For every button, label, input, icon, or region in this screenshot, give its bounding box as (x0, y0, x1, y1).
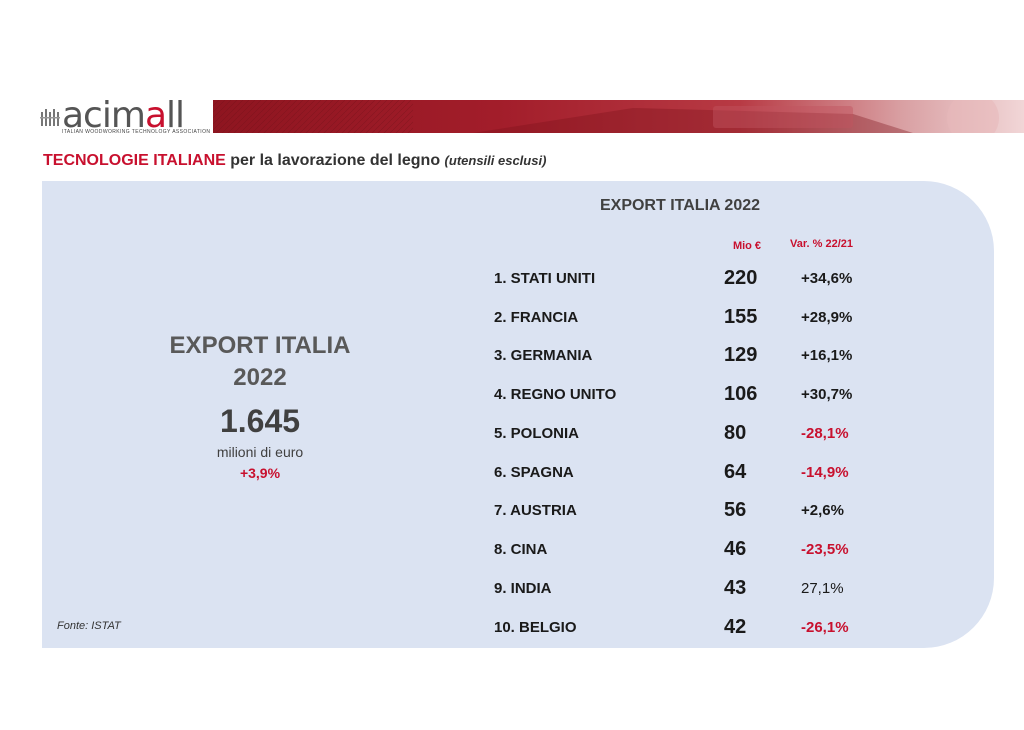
table-row: 5. POLONIA 80 -28,1% (494, 422, 914, 446)
row-change: 27,1% (801, 580, 844, 597)
table-row: 6. SPAGNA 64 -14,9% (494, 461, 914, 485)
header-banner-image (213, 100, 1024, 133)
row-change: +30,7% (801, 386, 853, 403)
table-row: 2. FRANCIA 155 +28,9% (494, 306, 914, 330)
column-header-value: Mio € (732, 240, 762, 252)
row-value: 80 (724, 422, 747, 444)
table-row: 9. INDIA 43 27,1% (494, 577, 914, 601)
row-value: 56 (724, 499, 747, 521)
logo-wordmark: acimall (62, 95, 185, 136)
logo-mark-icon (40, 109, 60, 126)
row-value: 42 (724, 616, 747, 638)
row-change: +2,6% (801, 502, 844, 519)
row-change: -26,1% (801, 619, 849, 636)
row-value: 43 (724, 577, 747, 599)
table-row: 7. AUSTRIA 56 +2,6% (494, 499, 914, 523)
row-country: 4. REGNO UNITO (494, 386, 617, 403)
summary-title-line2: 2022 (233, 364, 287, 391)
row-value: 220 (724, 267, 758, 289)
summary-total-value: 1.645 (219, 403, 301, 439)
table-title: EXPORT ITALIA 2022 (599, 197, 761, 214)
table-row: 1. STATI UNITI 220 +34,6% (494, 267, 914, 291)
row-value: 64 (724, 461, 747, 483)
row-change: -14,9% (801, 464, 849, 481)
row-country: 3. GERMANIA (494, 347, 593, 364)
row-country: 2. FRANCIA (494, 309, 579, 326)
logo-tagline: ITALIAN WOODWORKING TECHNOLOGY ASSOCIATI… (62, 129, 211, 135)
row-change: +28,9% (801, 309, 853, 326)
table-row: 10. BELGIO 42 -26,1% (494, 616, 914, 640)
row-value: 106 (724, 383, 758, 405)
summary-growth: +3,9% (239, 465, 281, 481)
row-country: 1. STATI UNITI (494, 270, 596, 287)
summary-title-line1: EXPORT ITALIA (169, 332, 351, 359)
row-country: 8. CINA (494, 541, 548, 558)
column-header-change: Var. % 22/21 (790, 238, 853, 250)
row-change: +34,6% (801, 270, 853, 287)
row-change: -23,5% (801, 541, 849, 558)
row-country: 7. AUSTRIA (494, 502, 577, 519)
summary-unit: milioni di euro (216, 444, 304, 460)
row-country: 6. SPAGNA (494, 464, 574, 481)
content-panel (42, 181, 994, 648)
row-country: 10. BELGIO (494, 619, 577, 636)
row-value: 155 (724, 306, 758, 328)
row-value: 46 (724, 538, 747, 560)
table-row: 3. GERMANIA 129 +16,1% (494, 344, 914, 368)
row-change: -28,1% (801, 425, 849, 442)
row-country: 9. INDIA (494, 580, 552, 597)
row-value: 129 (724, 344, 758, 366)
page-title: TECNOLOGIE ITALIANE per la lavorazione d… (43, 152, 547, 169)
acimall-logo: acimall ITALIAN WOODWORKING TECHNOLOGY A… (40, 95, 211, 138)
row-change: +16,1% (801, 347, 853, 364)
table-row: 8. CINA 46 -23,5% (494, 538, 914, 562)
summary-title: EXPORT ITALIA 2022 (42, 330, 478, 394)
source-note: Fonte: ISTAT (57, 620, 121, 632)
row-country: 5. POLONIA (494, 425, 580, 442)
table-row: 4. REGNO UNITO 106 +30,7% (494, 383, 914, 407)
